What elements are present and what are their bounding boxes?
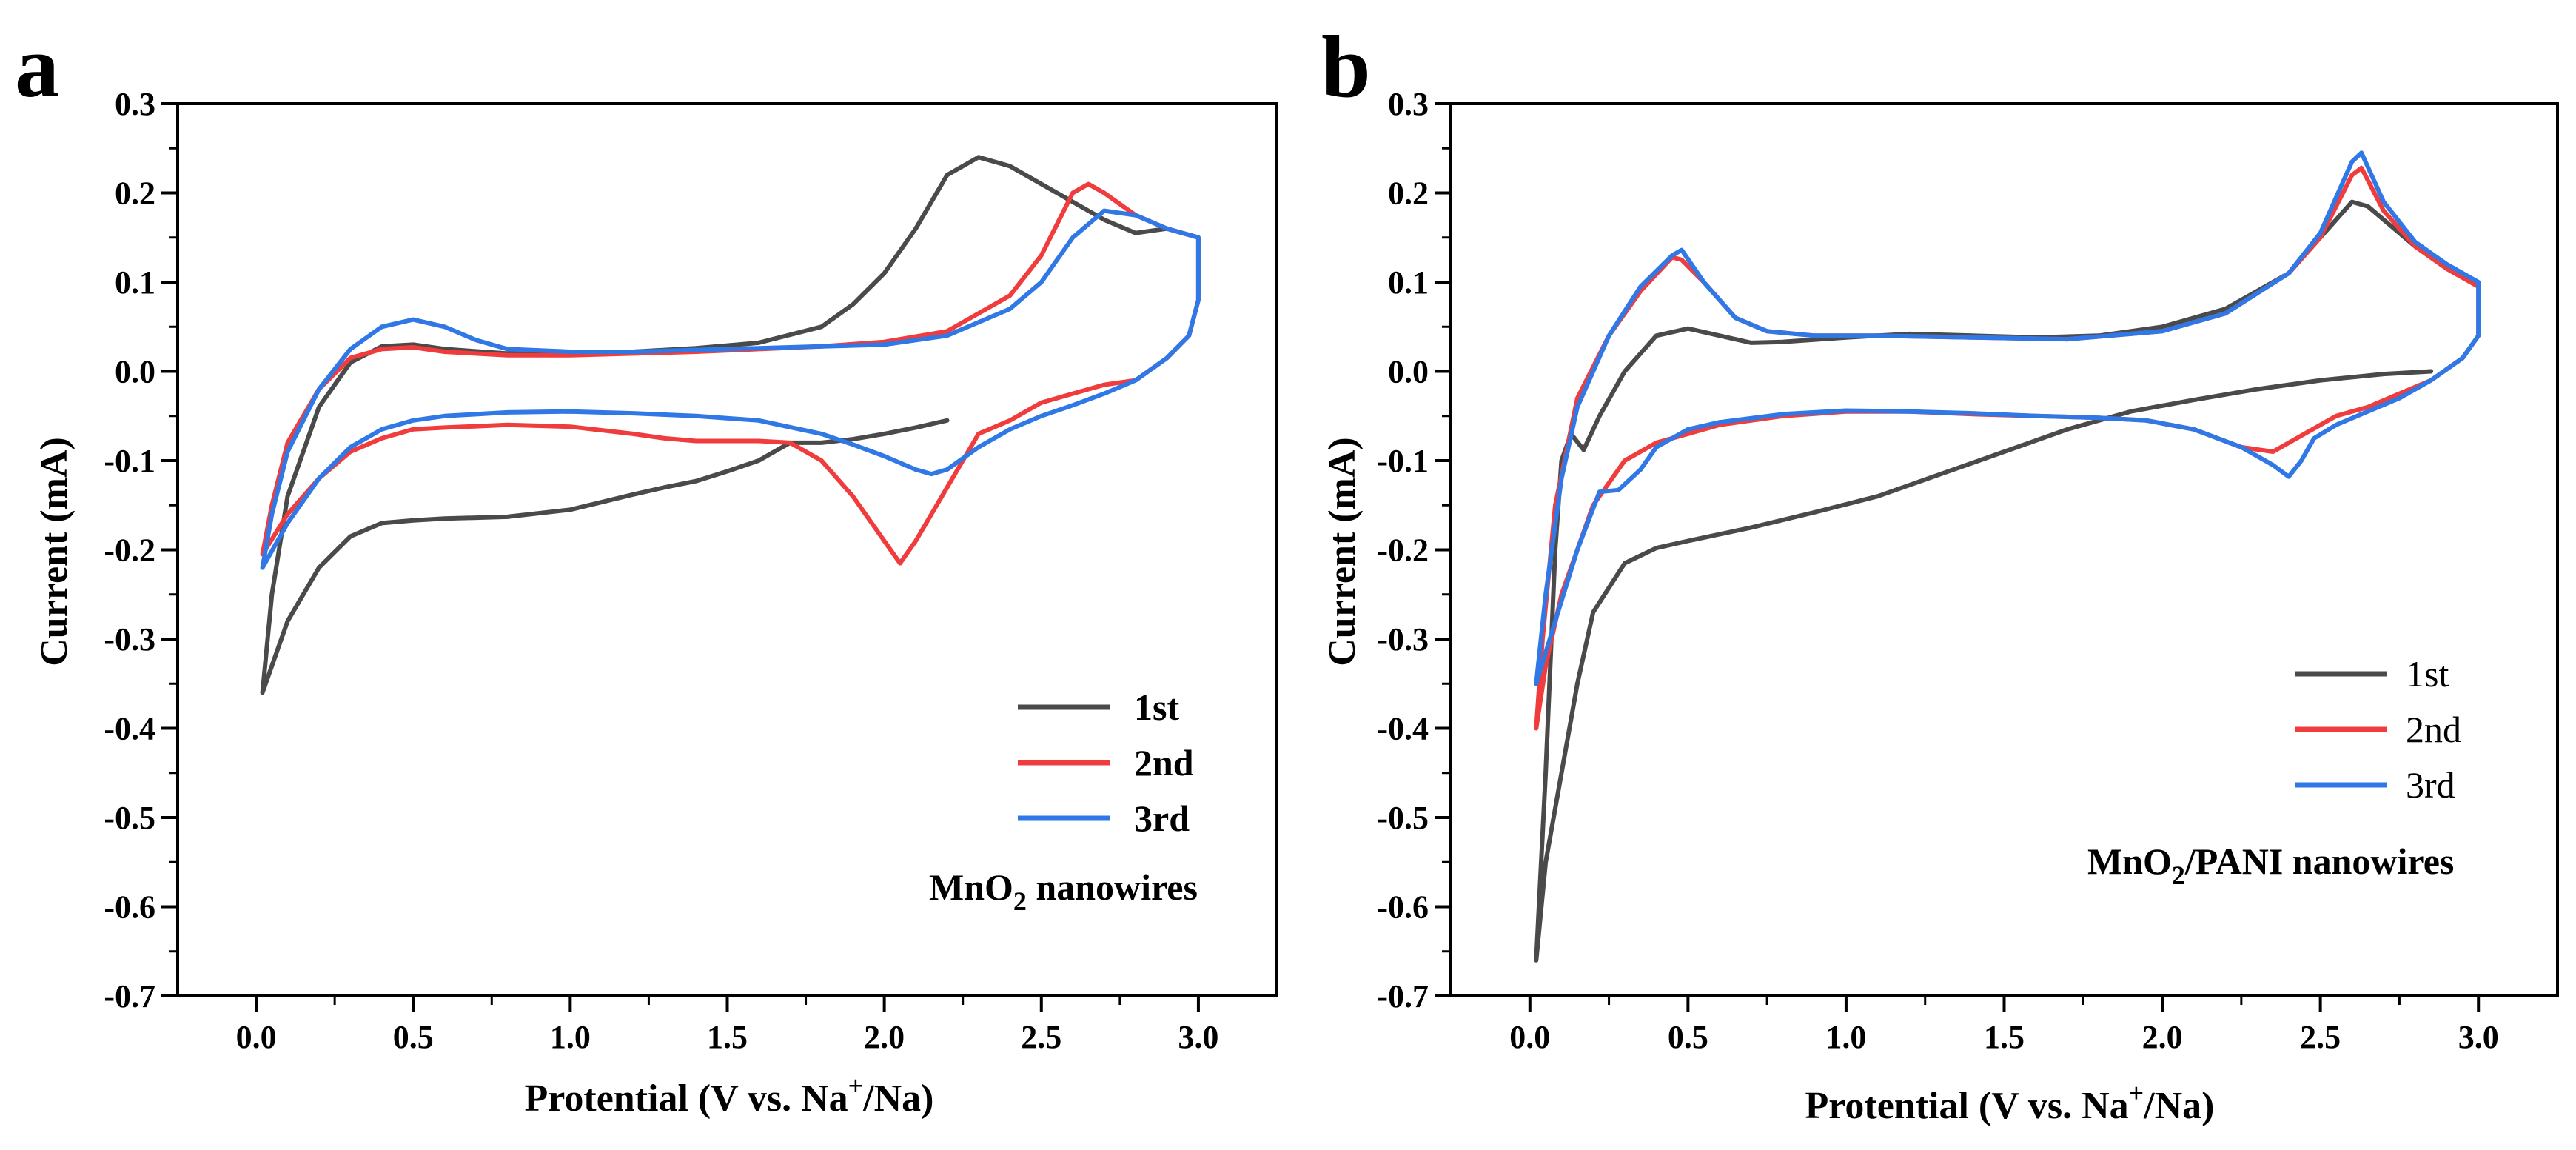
panel-letter: b [1321,17,1371,116]
series-1st-line [260,155,1201,695]
y-tick-label: -0.6 [104,889,155,926]
x-tick-label: 1.5 [1984,1019,2025,1055]
x-tick-label: 1.5 [707,1019,748,1055]
x-tick-label: 2.5 [2300,1019,2341,1055]
x-tick-label: 1.0 [550,1019,591,1055]
y-axis-title: Current (mA) [33,437,76,666]
x-axis-title: Protential (V vs. Na+/Na) [525,1071,934,1120]
legend-label-1st: 1st [2406,653,2449,695]
y-tick-label: -0.1 [1377,443,1429,479]
y-tick-label: -0.3 [104,621,155,658]
panel-b: b 0.0 0.5 1.0 1.5 2.0 2.5 3.0 -0.7 -0.6 -0.5 -0.4 -0… [1321,17,2559,1127]
y-tick-label: 0.2 [115,175,155,212]
series-3rd-line [260,208,1201,570]
x-tick-label: 0.5 [393,1019,434,1055]
x-axis-title: Protential (V vs. Na+/Na) [1805,1078,2215,1127]
y-tick-label: -0.1 [104,443,155,479]
y-tick-label: -0.4 [1377,711,1429,747]
y-tick-label: 0.0 [1388,354,1429,390]
y-tick-label: 0.1 [115,264,155,301]
x-tick-label: 1.0 [1825,1019,1866,1055]
y-tick-label: -0.7 [1377,978,1429,1014]
plot-frame [176,102,1278,997]
x-tick-label: 2.5 [1021,1019,1061,1055]
y-tick-label: -0.5 [1377,800,1429,836]
legend-label-2nd: 2nd [2406,709,2461,750]
legend-label-1st: 1st [1134,686,1179,728]
legend-label-2nd: 2nd [1134,742,1194,783]
y-tick-label: -0.5 [104,800,155,836]
series-2nd-line [260,181,1201,566]
y-tick-label: -0.4 [104,711,155,747]
y-tick-label: 0.3 [1388,86,1429,122]
panel-letter: a [15,17,59,116]
y-tick-label: 0.3 [115,86,155,122]
y-tick-label: -0.6 [1377,889,1429,926]
legend-label-3rd: 3rd [2406,764,2455,806]
panel-a: a 0.0 0.5 1.0 1.5 2.0 2.5 3.0 -0.7 -0.6 -0.5 -0.4 -0… [15,17,1278,1120]
x-tick-label: 2.0 [2142,1019,2183,1055]
x-tick-label: 0.5 [1668,1019,1708,1055]
y-tick-label: -0.2 [104,532,155,569]
x-tick-label: 3.0 [2458,1019,2499,1055]
x-tick-label: 3.0 [1178,1019,1218,1055]
y-tick-label: -0.2 [1377,532,1429,569]
y-tick-label: 0.0 [115,354,155,390]
x-tick-label: 2.0 [864,1019,905,1055]
y-axis-title: Current (mA) [1321,437,1364,666]
x-tick-label: 0.0 [236,1019,277,1055]
y-tick-label: 0.1 [1388,264,1429,301]
y-tick-label: 0.2 [1388,175,1429,212]
material-annotation: MnO2/PANI nanowires [2087,840,2454,890]
x-tick-label: 0.0 [1509,1019,1550,1055]
y-tick-label: -0.3 [1377,621,1429,658]
series-3rd-line [1534,150,2481,686]
material-annotation: MnO2 nanowires [929,866,1198,916]
legend-label-3rd: 3rd [1134,798,1190,839]
y-tick-label: -0.7 [104,978,155,1014]
